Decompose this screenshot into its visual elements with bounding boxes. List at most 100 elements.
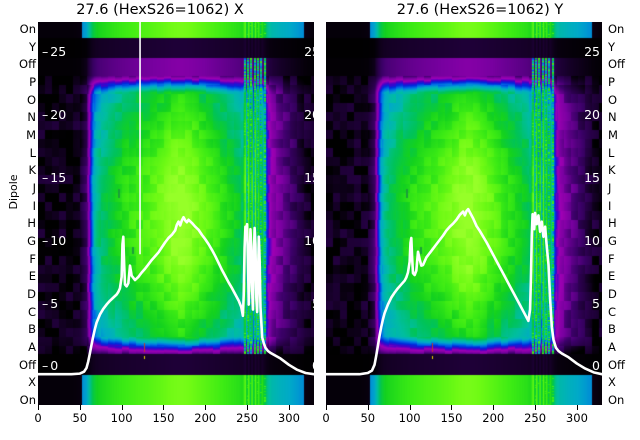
y-tick-label: –20 bbox=[42, 107, 67, 123]
x-tick-label: 50 bbox=[72, 411, 88, 425]
category-tick-label: X bbox=[28, 375, 36, 390]
category-tick-label: J bbox=[32, 181, 36, 195]
category-tick-label: Off bbox=[608, 57, 625, 72]
x-tick-mark bbox=[288, 405, 290, 410]
category-tick-label: I bbox=[608, 198, 612, 213]
x-tick-label: 300 bbox=[277, 411, 300, 425]
panel-title-left: 27.6 (HexS26=1062) X bbox=[76, 2, 244, 18]
category-tick-label: I bbox=[32, 198, 36, 213]
category-tick-label: B bbox=[28, 322, 36, 337]
x-tick-mark bbox=[121, 405, 123, 410]
category-tick-label: K bbox=[608, 163, 616, 178]
x-tick-label: 0 bbox=[34, 411, 42, 425]
category-tick-label: C bbox=[608, 304, 617, 319]
x-tick-mark bbox=[205, 405, 207, 410]
category-tick-label: G bbox=[27, 234, 36, 248]
category-tick-label: Off bbox=[19, 357, 36, 372]
x-tick-label: 0 bbox=[322, 411, 330, 425]
category-tick-label: A bbox=[608, 340, 616, 354]
category-tick-label: G bbox=[608, 234, 617, 248]
x-tick-label: 300 bbox=[565, 411, 588, 425]
category-tick-label: Y bbox=[608, 39, 616, 54]
category-tick-label: D bbox=[27, 287, 36, 301]
category-tick-label: A bbox=[28, 340, 36, 354]
category-axis-right: On Y Off P O N M L K J I H G F E D C B A Off X On bbox=[604, 22, 636, 406]
y-tick-label-mirror: 5 bbox=[312, 297, 314, 310]
category-tick-label: On bbox=[19, 22, 36, 36]
x-tick-mark bbox=[79, 405, 81, 410]
y-tick-label: 20 bbox=[584, 107, 600, 123]
category-tick-label: M bbox=[608, 128, 618, 142]
category-tick-label: Off bbox=[608, 357, 625, 372]
y-tick-label: –0 bbox=[42, 358, 59, 374]
category-tick-label: Y bbox=[28, 39, 36, 54]
x-tick-label: 100 bbox=[398, 411, 421, 425]
category-tick-label: On bbox=[608, 22, 625, 36]
category-axis-left: On Y Off P O N M L K J I H G F E D C B A Off X On bbox=[4, 22, 36, 407]
x-axis-right: 0 50 100 150 200 250 300 bbox=[322, 405, 602, 439]
category-tick-label: N bbox=[608, 110, 617, 125]
x-tick-mark bbox=[576, 405, 578, 410]
x-tick-label: 200 bbox=[194, 411, 217, 425]
heatmap-image-x bbox=[38, 22, 314, 405]
heatmap-panel-y[interactable]: 0 5 10 15 20 25 bbox=[326, 22, 602, 405]
category-tick-label: E bbox=[608, 269, 616, 284]
y-tick-label: 15 bbox=[584, 169, 600, 185]
category-tick-label: C bbox=[27, 304, 36, 319]
category-tick-label: X bbox=[608, 375, 616, 390]
category-tick-label: B bbox=[608, 322, 616, 337]
category-tick-label: K bbox=[28, 163, 36, 178]
y-tick-label-mirror: 15 bbox=[304, 169, 314, 185]
y-tick-label: 10 bbox=[584, 232, 600, 248]
y-tick-label: 5 bbox=[592, 295, 600, 311]
y-tick-label-mirror: 10 bbox=[304, 232, 314, 248]
category-tick-label: On bbox=[19, 393, 36, 407]
category-tick-label: H bbox=[608, 216, 617, 231]
y-tick-label: 0 bbox=[592, 358, 600, 374]
y-tick-label-mirror: 25 bbox=[304, 44, 314, 60]
x-tick-mark bbox=[535, 405, 537, 410]
panel-title-right: 27.6 (HexS26=1062) Y bbox=[396, 2, 564, 18]
x-tick-label: 100 bbox=[110, 411, 133, 425]
x-tick-mark bbox=[326, 405, 327, 410]
category-tick-label: F bbox=[29, 251, 36, 266]
x-tick-mark bbox=[451, 405, 453, 410]
overlay-curve-x bbox=[38, 22, 314, 376]
y-tick-label-mirror: 20 bbox=[304, 107, 314, 123]
heatmap-panel-x[interactable]: –0 –5 –10 –15 –20 –25 0 5 10 15 20 25 bbox=[38, 22, 314, 405]
category-tick-label: M bbox=[26, 128, 36, 142]
category-tick-label: E bbox=[28, 269, 36, 284]
x-tick-mark bbox=[163, 405, 165, 410]
category-tick-label: P bbox=[608, 75, 615, 89]
x-tick-label: 50 bbox=[360, 411, 376, 425]
x-tick-mark bbox=[38, 405, 39, 410]
x-tick-label: 250 bbox=[524, 411, 547, 425]
y-tick-label: –10 bbox=[42, 232, 67, 248]
x-tick-mark bbox=[247, 405, 249, 410]
y-tick-label-mirror: 0 bbox=[312, 360, 314, 373]
category-tick-label: D bbox=[608, 287, 617, 301]
category-tick-label: P bbox=[29, 75, 36, 89]
x-tick-mark bbox=[409, 405, 411, 410]
y-tick-label: 25 bbox=[584, 44, 600, 60]
y-tick-label: –25 bbox=[42, 44, 67, 60]
y-tick-label: –15 bbox=[42, 169, 67, 185]
x-tick-mark bbox=[493, 405, 495, 410]
category-tick-label: J bbox=[608, 181, 612, 195]
category-tick-label: O bbox=[26, 92, 36, 107]
x-tick-label: 250 bbox=[236, 411, 259, 425]
category-tick-label: H bbox=[27, 216, 36, 231]
category-tick-label: F bbox=[608, 251, 615, 266]
y-tick-label: –5 bbox=[42, 295, 59, 311]
category-tick-label: On bbox=[608, 393, 625, 407]
x-tick-label: 150 bbox=[152, 411, 175, 425]
x-tick-label: 200 bbox=[482, 411, 505, 425]
category-tick-label: Off bbox=[19, 57, 36, 72]
category-tick-label: L bbox=[29, 145, 36, 160]
x-tick-mark bbox=[367, 405, 369, 410]
x-tick-label: 150 bbox=[440, 411, 463, 425]
overlay-curve-y bbox=[326, 207, 602, 376]
category-tick-label: L bbox=[608, 145, 615, 160]
category-tick-label: N bbox=[27, 110, 36, 125]
